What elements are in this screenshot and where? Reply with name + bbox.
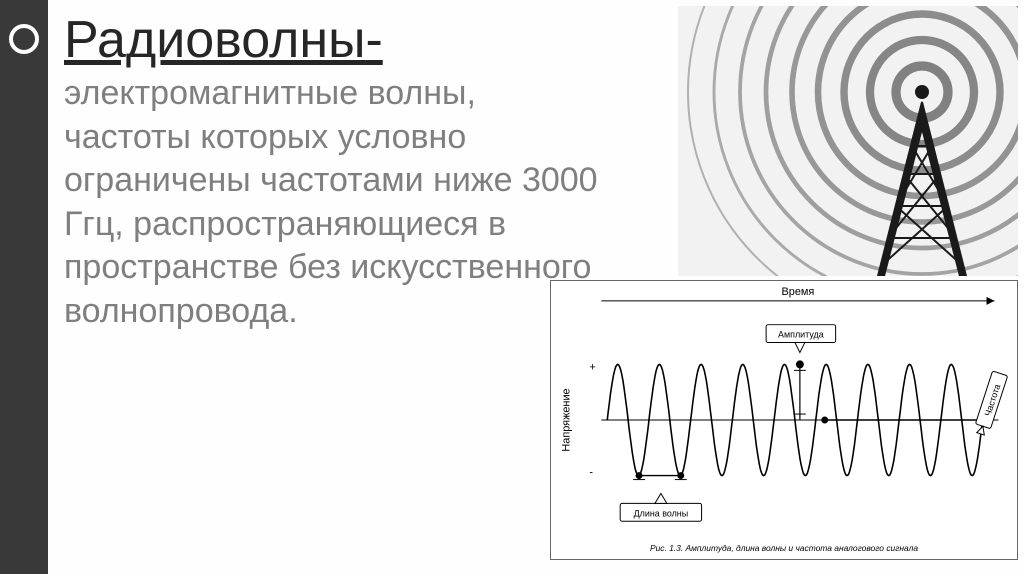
- y-plus: +: [589, 361, 595, 373]
- y-axis-label: Напряжение: [561, 388, 573, 451]
- amplitude-label: Амплитуда: [778, 330, 824, 340]
- wavelength-callout: Длина волны: [620, 472, 701, 521]
- wave-diagram-svg: Время Напряжение + - Амплитуда: [551, 281, 1017, 559]
- wave-center-dot: [915, 85, 929, 99]
- slide-body-text: электромагнитные волны, частоты которых …: [64, 72, 604, 333]
- y-minus: -: [589, 467, 593, 479]
- left-accent-stripe: [0, 0, 48, 574]
- antenna-waves-illustration: [678, 6, 1018, 276]
- wavelength-label: Длина волны: [634, 508, 689, 518]
- antenna-svg: [678, 6, 1018, 276]
- diagram-caption: Рис. 1.3. Амплитуда, длина волны и часто…: [650, 543, 918, 553]
- slide: Радиоволны- электромагнитные волны, част…: [0, 0, 1024, 574]
- circle-decoration-icon: [9, 24, 39, 54]
- slide-content: Радиоволны- электромагнитные волны, част…: [48, 0, 1024, 574]
- wave-diagram: Время Напряжение + - Амплитуда: [550, 280, 1018, 560]
- x-axis-label: Время: [781, 286, 814, 298]
- title-dash: -: [365, 11, 382, 69]
- title-main: Радиоволны: [64, 11, 365, 69]
